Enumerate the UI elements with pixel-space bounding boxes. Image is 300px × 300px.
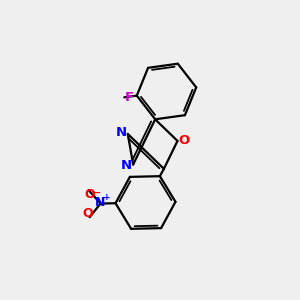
Text: N: N bbox=[116, 126, 127, 139]
Text: −: − bbox=[93, 188, 101, 197]
Text: N: N bbox=[95, 196, 106, 208]
Text: O: O bbox=[178, 134, 190, 147]
Text: +: + bbox=[103, 193, 110, 202]
Text: O: O bbox=[83, 207, 94, 220]
Text: F: F bbox=[125, 91, 134, 104]
Text: O: O bbox=[85, 188, 95, 201]
Text: N: N bbox=[121, 160, 132, 172]
